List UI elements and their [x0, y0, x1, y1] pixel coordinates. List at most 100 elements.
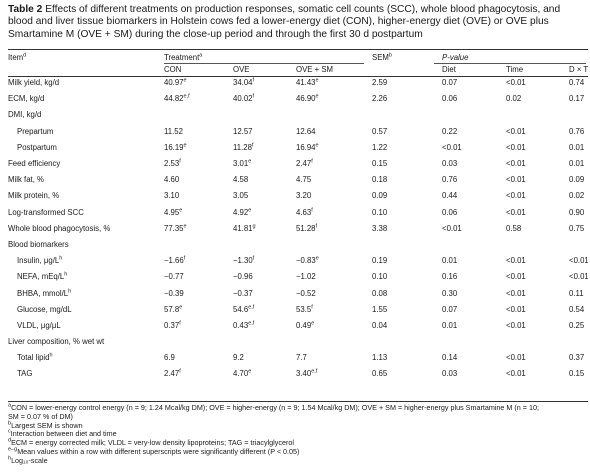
cell-time: <0.01 [506, 304, 526, 314]
cell-time: 0.02 [506, 94, 522, 104]
cell-dxt: 0.75 [569, 223, 585, 233]
rule-header [8, 76, 588, 77]
cell-ove-sm: 46.90e [296, 93, 319, 104]
cell-ove [233, 237, 296, 253]
footnotes: aCON = lower-energy control energy (n = … [8, 402, 586, 466]
cell-ove: 40.02f [233, 93, 255, 104]
footnote: e–gMean values within a row with differe… [8, 446, 300, 456]
row-label: NEFA, mEq/Lh [17, 271, 68, 282]
header-ove-sm: OVE + SM [296, 65, 334, 74]
cell-con: 77.35e [164, 223, 187, 233]
cell-sem: 0.10 [372, 207, 388, 217]
cell-sem: 1.55 [372, 304, 388, 314]
row-label: Log-transformed SCC [8, 207, 84, 217]
row-label: Milk protein, % [8, 191, 60, 201]
cell-con: 40.97e [164, 77, 187, 88]
cell-ove-sm: 4.75 [296, 175, 312, 185]
cell-con: 3.10 [164, 191, 180, 201]
cell-dxt: 0.01 [569, 159, 585, 169]
cell-diet: 0.76 [442, 175, 458, 185]
cell-ove-sm: −0.52 [296, 288, 316, 298]
cell-time: <0.01 [506, 175, 526, 185]
row-label: TAG [17, 369, 33, 379]
cell-sem: 0.18 [372, 175, 388, 185]
cell-con: 16.19e [164, 142, 187, 152]
table-row: VLDL, μg/μL 0.37f 0.43e,f 0.49e 0.04 0.01 <0.0… [8, 318, 588, 334]
cell-ove-sm: 12.64 [296, 126, 316, 136]
cell-diet: 0.22 [442, 126, 458, 136]
cell-time: <0.01 [506, 142, 526, 152]
cell-dxt: <0.01 [569, 272, 589, 282]
cell-con: 2.53f [164, 158, 181, 169]
cell-dxt: 0.54 [569, 304, 585, 314]
cell-ove-sm: −0.83e [296, 255, 319, 266]
cell-dxt: 0.74 [569, 78, 585, 88]
cell-ove-sm: −1.02 [296, 272, 316, 282]
cell-diet: 0.03 [442, 369, 458, 379]
cell-dxt [569, 107, 588, 123]
cell-dxt: 0.11 [569, 288, 584, 298]
cell-ove: 9.2 [233, 353, 244, 363]
cell-diet [442, 107, 506, 123]
cell-diet: 0.01 [442, 320, 458, 330]
header-time: Time [506, 65, 524, 74]
cell-dxt: <0.01 [569, 256, 589, 266]
table-row: DMI, kg/d [8, 107, 588, 123]
footnote: bLargest SEM is shown [8, 420, 83, 430]
table-row: NEFA, mEq/Lh −0.77 −0.96 −1.02 0.10 0.16 <0.01… [8, 269, 588, 285]
cell-time: <0.01 [506, 272, 526, 282]
table-row: Milk yield, kg/d 40.97e 34.04f 41.43e 2.59 0.… [8, 75, 588, 91]
cell-dxt: 0.01 [569, 142, 585, 152]
data-table: Itemd Treatmenta SEMb P-value CON OVE OV… [8, 52, 588, 383]
cell-con: 44.82e,f [164, 93, 190, 104]
cell-con [164, 334, 233, 350]
cell-ove [233, 334, 296, 350]
row-label: Insulin, μg/Lh [17, 255, 63, 266]
row-label: Whole blood phagocytosis, % [8, 223, 111, 233]
cell-dxt [569, 334, 588, 350]
cell-ove: 3.05 [233, 191, 249, 201]
footnote: aCON = lower-energy control energy (n = … [8, 402, 539, 412]
cell-ove-sm: 16.94e [296, 142, 319, 152]
rule-treatment [164, 63, 364, 64]
row-label: Blood biomarkers [8, 239, 69, 249]
table-row: Milk fat, % 4.60 4.58 4.75 0.18 0.76 <0.01 0.09 [8, 172, 588, 188]
cell-ove-sm [296, 334, 372, 350]
cell-dxt: 0.76 [569, 126, 585, 136]
cell-sem: 0.57 [372, 126, 388, 136]
cell-diet [442, 334, 506, 350]
table-row: Prepartum 11.52 12.57 12.64 0.57 0.22 <0.01 0.7… [8, 124, 588, 140]
cell-con: −0.39 [164, 288, 184, 298]
table-row: ECM, kg/d 44.82e,f 40.02f 46.90e 2.26 0.06 0.0… [8, 91, 588, 107]
cell-diet: 0.06 [442, 94, 458, 104]
table-row: BHBA, mmol/Lh −0.39 −0.37 −0.52 0.08 0.30 <0.0… [8, 285, 588, 301]
cell-ove-sm: 4.63f [296, 207, 313, 217]
cell-diet: 0.03 [442, 159, 458, 169]
row-label: Prepartum [17, 126, 54, 136]
rule-bottom [8, 401, 588, 402]
cell-ove-sm [296, 107, 372, 123]
cell-diet: 0.07 [442, 78, 458, 88]
cell-time: <0.01 [506, 353, 526, 363]
header-diet: Diet [442, 65, 456, 74]
header-row-1: Itemd Treatmenta SEMb P-value [8, 52, 588, 63]
table-row: Whole blood phagocytosis, % 77.35e 41.81g 5… [8, 221, 588, 237]
row-label: DMI, kg/d [8, 110, 42, 120]
cell-ove-sm [296, 237, 372, 253]
table-row: TAG 2.47f 4.70e 3.40e,f 0.65 0.03 <0.01 0.15 [8, 366, 588, 382]
cell-diet: 0.07 [442, 304, 458, 314]
cell-ove: 12.57 [233, 126, 253, 136]
cell-ove: 3.01e [233, 158, 252, 169]
table-row: Insulin, μg/Lh −1.66f −1.30f −0.83e 0.19 0.01… [8, 253, 588, 269]
rule-pvalue [434, 63, 586, 64]
cell-dxt [569, 237, 588, 253]
cell-time: 0.58 [506, 223, 522, 233]
table-label: Table 2 [8, 4, 43, 15]
cell-con [164, 237, 233, 253]
cell-dxt: 0.09 [569, 175, 585, 185]
cell-ove-sm: 3.20 [296, 191, 312, 201]
cell-ove: −1.30f [233, 255, 255, 266]
cell-sem: 1.22 [372, 142, 388, 152]
cell-ove: 4.58 [233, 175, 249, 185]
cell-sem [372, 334, 442, 350]
